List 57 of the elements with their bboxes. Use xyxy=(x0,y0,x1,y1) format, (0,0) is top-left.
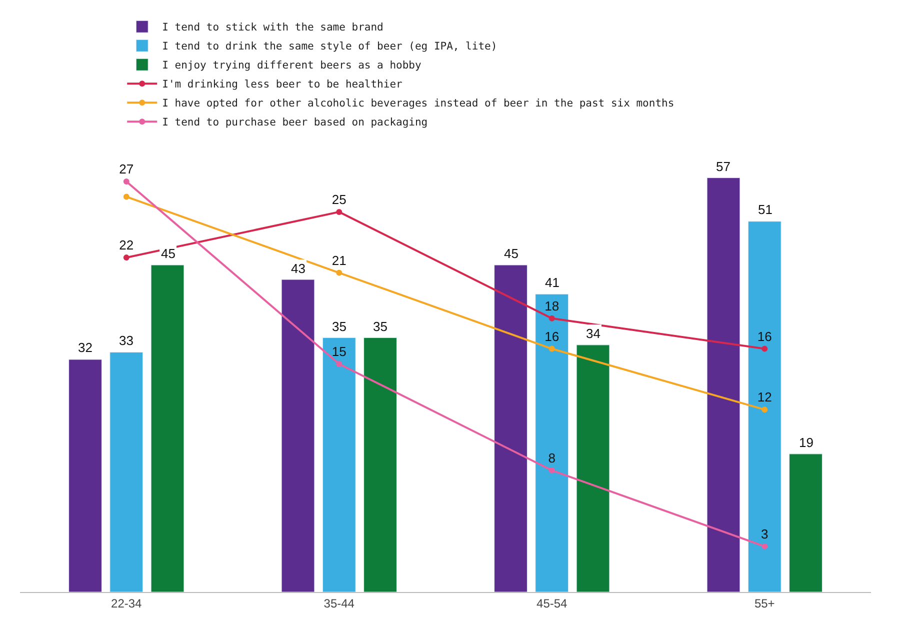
x-tick-label: 45-54 xyxy=(536,596,568,610)
bar xyxy=(494,264,528,592)
data-label: 33 xyxy=(119,333,134,348)
data-label: 16 xyxy=(757,328,772,344)
point xyxy=(762,346,768,352)
point xyxy=(123,194,130,200)
data-label: 18 xyxy=(544,298,560,314)
data-label: 45 xyxy=(161,246,176,261)
bar xyxy=(322,337,356,592)
point xyxy=(548,346,555,352)
bar xyxy=(789,454,822,592)
legend-label: I enjoy trying different beers as a hobby xyxy=(162,60,422,72)
legend-label: I tend to stick with the same brand xyxy=(162,22,384,34)
data-label: 41 xyxy=(545,275,560,290)
data-label: 22 xyxy=(119,238,134,253)
data-label: 27 xyxy=(119,162,134,177)
data-label: 3 xyxy=(761,526,768,542)
legend-label: I tend to purchase beer based on packaging xyxy=(162,116,428,129)
data-label: 8 xyxy=(548,450,556,466)
point xyxy=(123,254,130,261)
legend-label: I'm drinking less beer to be healthier xyxy=(162,78,402,91)
point xyxy=(336,270,342,276)
data-label: 35 xyxy=(332,319,346,334)
data-label: 21 xyxy=(332,252,346,268)
bar xyxy=(576,344,610,592)
data-label: 32 xyxy=(78,340,92,355)
point xyxy=(548,467,555,474)
x-tick-label: 55+ xyxy=(754,596,775,610)
point xyxy=(336,360,342,367)
data-label: 51 xyxy=(758,202,772,217)
data-label: 19 xyxy=(799,435,814,450)
data-label: 25 xyxy=(332,192,346,207)
bar xyxy=(364,337,397,592)
x-tick-label: 35-44 xyxy=(324,596,355,610)
bar xyxy=(150,264,184,592)
legend-label: I tend to drink the same style of beer (eg IPA, lite) xyxy=(162,40,498,53)
bar xyxy=(535,294,569,592)
legend-label: I have opted for other alcoholic beverages instead of beer in the past six months xyxy=(162,98,674,110)
point xyxy=(123,178,130,185)
data-label: 43 xyxy=(291,261,306,276)
bar xyxy=(706,178,740,592)
bar xyxy=(281,279,315,592)
point xyxy=(336,208,342,215)
point xyxy=(762,406,768,413)
bar xyxy=(68,359,102,592)
data-label: 34 xyxy=(586,326,600,341)
data-label: 15 xyxy=(332,344,346,359)
data-label: 12 xyxy=(757,390,772,405)
data-label: 57 xyxy=(716,159,730,174)
bar xyxy=(110,352,144,592)
bar xyxy=(748,221,782,592)
data-label: 45 xyxy=(504,246,518,261)
point xyxy=(762,543,768,550)
data-label: 16 xyxy=(544,328,560,344)
point xyxy=(548,315,555,322)
data-label: 35 xyxy=(373,319,388,334)
x-tick-label: 22-34 xyxy=(111,596,142,610)
